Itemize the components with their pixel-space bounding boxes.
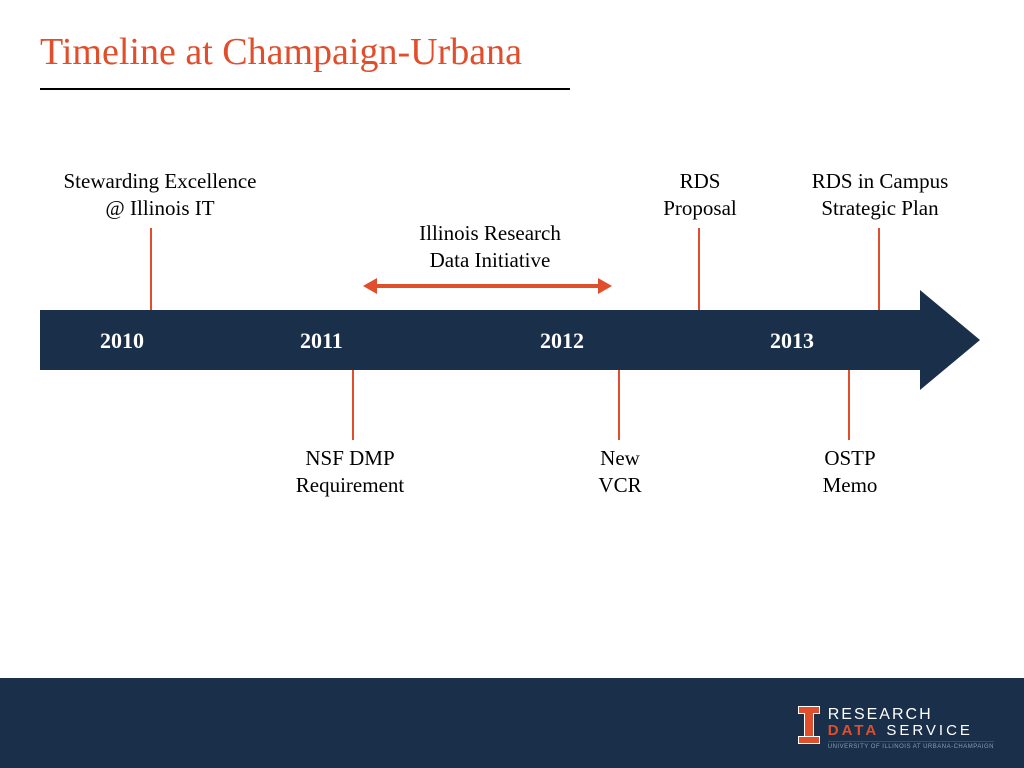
logo-subtext: UNIVERSITY OF ILLINOIS AT URBANA-CHAMPAI… (828, 741, 994, 750)
connector-rds-strategic (878, 228, 880, 310)
event-range-label: Illinois Research Data Initiative (380, 220, 600, 275)
connector-ostp (848, 370, 850, 440)
connector-rds-proposal (698, 228, 700, 310)
event-rds-proposal: RDS Proposal (630, 168, 770, 223)
year-2012: 2012 (540, 328, 584, 354)
event-vcr: New VCR (560, 445, 680, 500)
year-2013: 2013 (770, 328, 814, 354)
connector-vcr (618, 370, 620, 440)
illinois-i-icon (798, 706, 820, 744)
event-stewarding: Stewarding Excellence @ Illinois IT (40, 168, 280, 223)
connector-nsf (352, 370, 354, 440)
title-underline (40, 88, 570, 90)
timeline-arrow-icon (920, 290, 980, 390)
connector-stewarding (150, 228, 152, 310)
page-title: Timeline at Champaign-Urbana (40, 30, 522, 74)
footer-logo: RESEARCH DATA SERVICE UNIVERSITY OF ILLI… (798, 706, 994, 750)
event-nsf: NSF DMP Requirement (260, 445, 440, 500)
range-arrow-right-icon (598, 278, 612, 294)
event-ostp: OSTP Memo (780, 445, 920, 500)
year-2011: 2011 (300, 328, 343, 354)
range-arrow-line (375, 284, 600, 288)
year-2010: 2010 (100, 328, 144, 354)
logo-line-data-service: DATA SERVICE (828, 722, 994, 739)
event-rds-strategic: RDS in Campus Strategic Plan (780, 168, 980, 223)
timeline-bar: 2010 2011 2012 2013 (40, 310, 980, 370)
footer-bar: RESEARCH DATA SERVICE UNIVERSITY OF ILLI… (0, 678, 1024, 768)
